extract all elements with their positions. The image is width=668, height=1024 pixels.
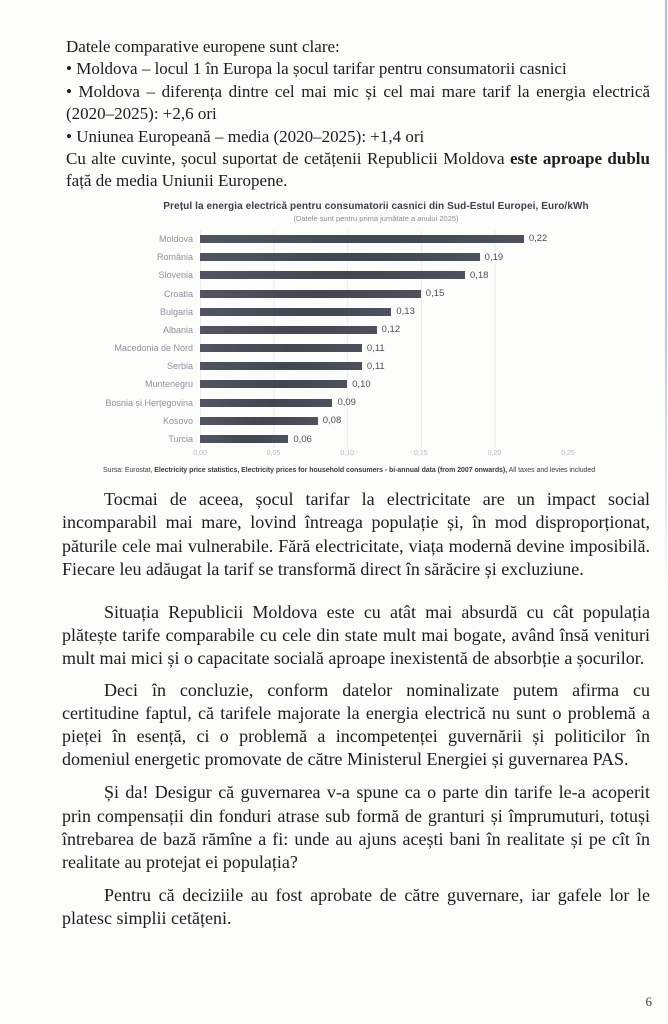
chart-title: Prețul la energia electrică pentru consu…	[163, 200, 589, 212]
chart-bar	[200, 234, 524, 243]
chart-value-label: 0,10	[352, 378, 371, 390]
chart-category-label: Macedonia de Nord	[114, 343, 193, 354]
chart-bar-track: 0,18	[200, 266, 568, 285]
x-axis-tick-label: 0,05	[266, 450, 281, 458]
chart-category-label: Kosovo	[162, 415, 193, 426]
intro-heading: Datele comparative europene sunt clare:	[66, 37, 340, 56]
chart-bar	[200, 289, 421, 298]
chart-category-label: Serbia	[166, 361, 193, 372]
text-run-bold: Electricity price statistics, Electricit…	[154, 467, 508, 475]
paragraph-decisions: Pentru că deciziile au fost aprobate de …	[62, 885, 650, 929]
chart-bar-track: 0,11	[200, 338, 568, 358]
chart-row: Bosnia și Herțegovina 0,09	[72, 393, 620, 412]
x-axis-tick-label: 0,25	[561, 450, 575, 458]
chart-bar	[200, 362, 362, 371]
chart-bar	[200, 344, 362, 353]
chart-value-label: 0,18	[469, 269, 489, 281]
x-axis-tick-label: 0,10	[340, 450, 354, 458]
chart-category-label: Croatia	[163, 288, 193, 299]
chart-row: Turcia 0,06	[72, 429, 620, 449]
chart-row: Macedonia de Nord 0,11	[72, 338, 620, 358]
chart-bar	[200, 416, 318, 425]
bullet-item-moldova-rank: • Moldova – locul 1 în Europa la șocul t…	[66, 59, 567, 79]
chart-row: Bulgaria 0,13	[72, 302, 620, 321]
chart-bar	[200, 380, 348, 389]
x-axis-tick-label: 0,20	[487, 450, 502, 458]
chart-value-label: 0,19	[484, 251, 504, 263]
paragraph-social-impact: Tocmai de aceea, șocul tarifar la electr…	[62, 489, 650, 579]
intro-section: Datele comparative europene sunt clare: …	[0, 0, 668, 193]
chart-bar	[200, 271, 465, 280]
chart-bar-track: 0,12	[200, 320, 568, 339]
chart-category-label: Moldova	[158, 233, 193, 244]
paragraph-compensations: Și da! Desigur că guvernarea v-a spune c…	[62, 782, 650, 872]
chart-value-label: 0,12	[381, 324, 401, 336]
scan-edge-line	[665, 0, 667, 590]
chart-value-label: 0,11	[366, 342, 385, 354]
chart-row: Serbia 0,11	[72, 357, 620, 376]
chart-bar-track: 0,09	[200, 393, 568, 412]
chart-subtitle: (Datele sunt pentru prima jumătate a anu…	[293, 213, 459, 223]
chart-bar-track: 0,11	[200, 357, 568, 376]
chart-category-label: Bosnia și Herțegovina	[105, 397, 193, 408]
chart-row: Slovenia 0,18	[72, 266, 620, 285]
chart-category-label: Slovenia	[158, 270, 193, 281]
chart-bar	[200, 435, 289, 443]
chart-value-label: 0,13	[396, 306, 415, 318]
text-run: Sursa: Eurostat,	[103, 467, 155, 475]
chart-bar-track: 0,15	[200, 284, 568, 303]
text-run: față de media Uniunii Europene.	[66, 171, 288, 191]
chart-bar-track: 0,19	[200, 248, 568, 267]
chart-bar-track: 0,08	[200, 411, 568, 430]
bullet-item-moldova-diff: • Moldova – diferența dintre cel mai mic…	[66, 81, 650, 124]
chart-row: Kosovo 0,08	[72, 411, 620, 430]
chart-bar	[200, 398, 333, 407]
chart-bar-track: 0,06	[200, 429, 568, 449]
chart-category-label: Turcia	[168, 434, 193, 444]
chart-bar	[200, 253, 480, 262]
chart-category-label: Bulgaria	[159, 306, 193, 317]
chart-value-label: 0,22	[528, 233, 548, 245]
chart-row: Muntenegru 0,10	[72, 375, 620, 394]
chart-bar-track: 0,22	[200, 229, 568, 249]
chart-row: Croatia 0,15	[72, 284, 620, 303]
chart-row: România 0,19	[72, 248, 620, 267]
body-section: Tocmai de aceea, șocul tarifar la electr…	[0, 488, 668, 930]
chart-bar-track: 0,13	[200, 302, 568, 321]
chart-x-axis: 0,00 0,05 0,10 0,15 0,20 0,25	[193, 448, 575, 460]
x-axis-tick-label: 0,00	[193, 450, 207, 458]
text-run: Cu alte cuvinte, șocul suportat de cetăț…	[66, 149, 511, 169]
intro-conclusion: Cu alte cuvinte, șocul suportat de cetăț…	[66, 148, 650, 193]
paragraph-conclusion: Deci în concluzie, conform datelor nomin…	[62, 679, 650, 770]
chart-plot-area: Moldova 0,22 România 0,19 Slovenia 0,18 Croati…	[72, 229, 620, 449]
page-number: 6	[645, 994, 653, 1009]
chart-bar-track: 0,10	[200, 375, 568, 394]
paragraph-absurd-situation: Situația Republicii Moldova este cu atât…	[62, 601, 650, 669]
x-axis-tick-label: 0,15	[413, 450, 428, 458]
bullet-item-eu-average: • Uniunea Europeană – media (2020–2025):…	[66, 126, 425, 146]
text-run: All taxes and levies included	[507, 467, 596, 475]
chart-source-note: Sursa: Eurostat, Electricity price stati…	[103, 467, 620, 474]
bold-emphasis: este aproape dublu	[510, 149, 650, 169]
chart-bar	[200, 325, 377, 334]
chart-value-label: 0,11	[366, 360, 385, 372]
chart-category-label: România	[156, 252, 193, 263]
chart-row: Albania 0,12	[72, 320, 620, 339]
chart-value-label: 0,06	[293, 433, 312, 445]
electricity-price-chart: Prețul la energia electrică pentru consu…	[72, 201, 620, 474]
chart-value-label: 0,08	[322, 415, 342, 427]
chart-bar	[200, 307, 392, 316]
chart-category-label: Muntenegru	[144, 379, 193, 390]
chart-value-label: 0,15	[425, 288, 445, 299]
chart-value-label: 0,09	[337, 397, 356, 409]
chart-category-label: Albania	[162, 324, 193, 335]
chart-row: Moldova 0,22	[72, 229, 620, 249]
